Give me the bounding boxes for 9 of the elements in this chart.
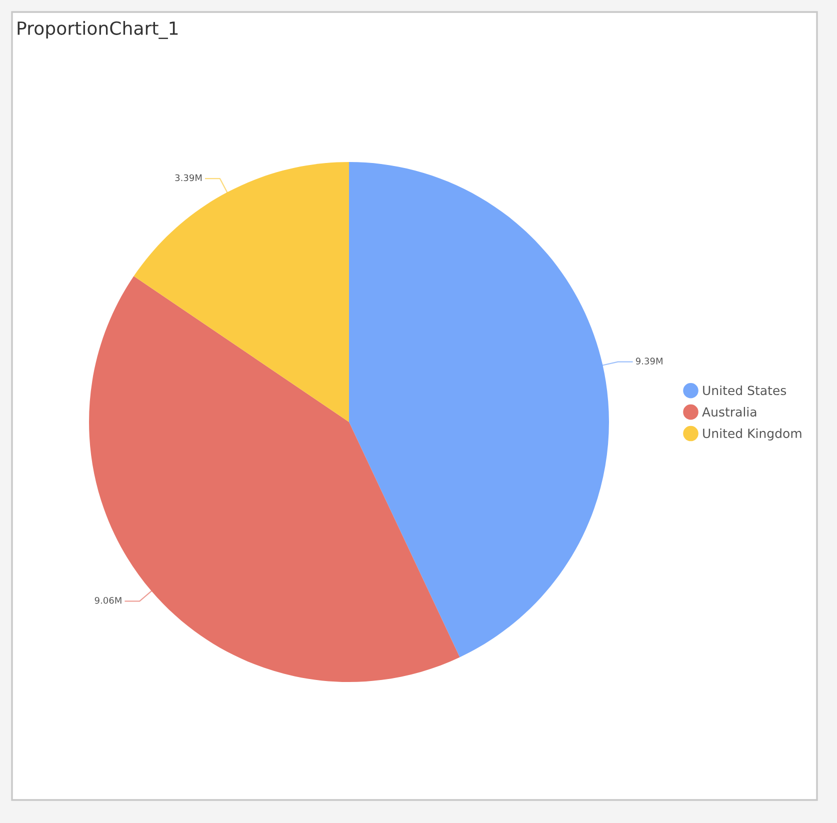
data-label: 9.39M <box>636 358 662 364</box>
data-label: 9.06M <box>94 596 122 604</box>
pie-slice <box>134 162 349 422</box>
legend-label: United States <box>703 385 786 396</box>
pie-slice <box>89 276 460 682</box>
chart-title: ProportionChart_1 <box>18 21 178 39</box>
legend-label: Australia <box>702 406 756 417</box>
data-label: 3.39M <box>175 174 202 182</box>
legend-label: United Kingdom <box>703 428 802 441</box>
